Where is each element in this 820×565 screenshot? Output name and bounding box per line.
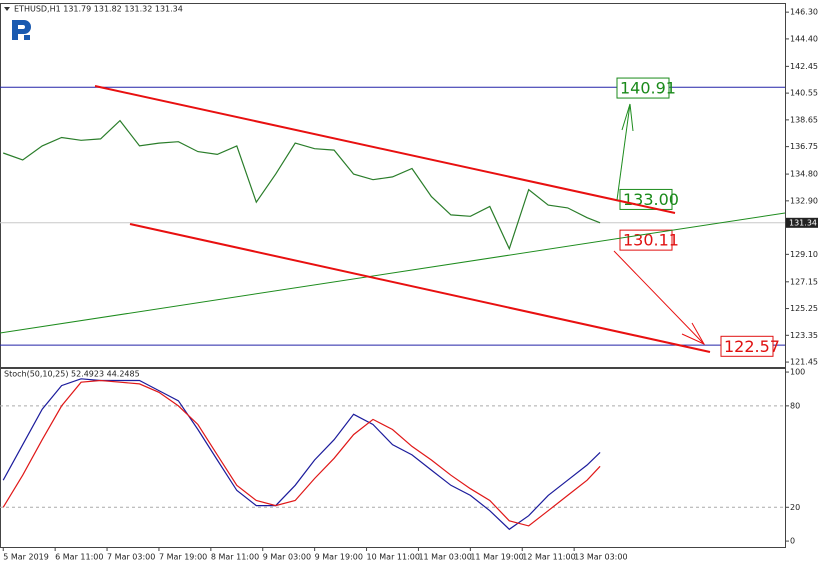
y-tick-label: 144.40 <box>790 34 818 43</box>
y-tick-label: 134.80 <box>790 170 818 179</box>
y-tick-label: 121.45 <box>790 358 818 367</box>
stoch-frame <box>0 368 786 548</box>
price-frame <box>0 3 786 368</box>
y-tick-label: 80 <box>790 401 800 410</box>
data-line <box>2 119 601 251</box>
annotation-box <box>720 335 774 357</box>
last-price-box <box>786 217 818 228</box>
x-tick-label: 12 Mar 11:00 <box>522 553 575 562</box>
x-tick-label: 5 Mar 2019 <box>3 553 49 562</box>
trend-line <box>0 212 786 334</box>
y-tick-label: 123.35 <box>790 331 818 340</box>
menu-triangle <box>4 7 10 11</box>
channel-lower <box>129 223 711 353</box>
y-tick-label: 129.10 <box>790 250 818 259</box>
last-price-label: 131.34 <box>789 218 817 227</box>
annotation-label: 133.00 <box>623 190 679 209</box>
x-tick-label: 11 Mar 03:00 <box>418 553 471 562</box>
y-tick-label: 146.30 <box>790 8 818 17</box>
x-tick-label: 11 Mar 19:00 <box>470 553 523 562</box>
y-tick-label: 140.55 <box>790 89 818 98</box>
y-tick-label: 136.75 <box>790 142 818 151</box>
indicator-title: Stoch(50,10,25) 52.4923 44.2485 <box>4 370 140 379</box>
data-line <box>2 379 601 527</box>
y-tick-label: 0 <box>790 537 795 546</box>
y-tick-label: 138.65 <box>790 115 818 124</box>
channel-upper <box>94 85 676 214</box>
y-tick-label: 125.25 <box>790 304 818 313</box>
y-tick-label: 100 <box>790 368 805 377</box>
x-tick-label: 6 Mar 11:00 <box>55 553 103 562</box>
y-tick-label: 20 <box>790 503 800 512</box>
chart-title: ETHUSD,H1 131.79 131.82 131.32 131.34 <box>14 5 183 14</box>
x-tick-label: 13 Mar 03:00 <box>574 553 627 562</box>
x-tick-label: 9 Mar 03:00 <box>263 553 311 562</box>
y-tick-label: 142.45 <box>790 62 818 71</box>
x-tick-label: 7 Mar 19:00 <box>159 553 207 562</box>
y-tick-label: 132.90 <box>790 196 818 205</box>
arrow-head <box>681 322 706 346</box>
y-tick-label: 127.15 <box>790 277 818 286</box>
annotation-label: 140.91 <box>620 79 676 98</box>
arrow-up <box>616 103 631 201</box>
annotation-box <box>616 77 670 99</box>
arrow-head <box>621 103 634 132</box>
annotation-label: 122.57 <box>724 337 780 356</box>
x-tick-label: 7 Mar 03:00 <box>107 553 155 562</box>
arrow-down <box>613 250 705 345</box>
x-tick-label: 8 Mar 11:00 <box>211 553 259 562</box>
x-tick-label: 9 Mar 19:00 <box>315 553 363 562</box>
annotation-box <box>619 229 673 251</box>
x-tick-label: 10 Mar 11:00 <box>367 553 420 562</box>
logo <box>12 20 31 40</box>
